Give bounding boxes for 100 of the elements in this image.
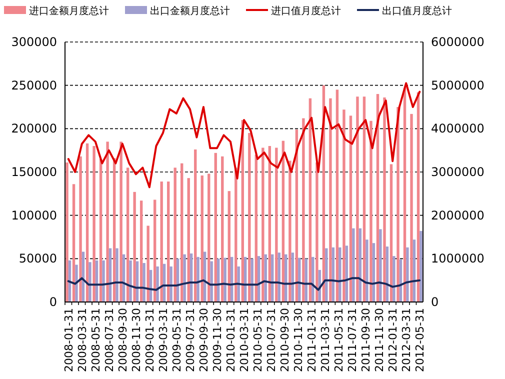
bar (336, 90, 339, 302)
x-tick-label: 2011-09-30 (360, 308, 373, 372)
y-tick-label: 0 (49, 295, 57, 309)
bar (66, 162, 68, 302)
bar (72, 184, 76, 302)
bar (210, 261, 213, 302)
x-tick-label: 2011-11-30 (373, 308, 386, 372)
bar (349, 116, 352, 302)
y-tick-label: 200000 (11, 122, 57, 136)
bar (79, 156, 82, 302)
x-tick-label: 2010-03-31 (238, 308, 251, 372)
bar (160, 182, 163, 302)
bar (102, 260, 105, 302)
x-tick-label: 2010-05-31 (252, 308, 265, 372)
bar (153, 200, 156, 302)
x-tick-label: 2008-05-31 (89, 308, 102, 372)
y-tick-label: 300000 (11, 35, 57, 49)
x-tick-label: 2010-11-30 (292, 308, 306, 372)
bar (325, 248, 328, 302)
x-tick-label: 2012-01-31 (386, 308, 400, 372)
bar (288, 160, 292, 302)
bar (86, 143, 89, 302)
x-tick-label: 2009-01-31 (143, 308, 156, 372)
y2-tick-label: 0 (431, 295, 439, 309)
y2-tick-label: 1000000 (431, 252, 484, 266)
x-tick-label: 2012-03-31 (400, 308, 414, 372)
x-tick-label: 2008-09-30 (116, 308, 130, 372)
legend-label: 进口值月度总计 (271, 5, 341, 17)
bar (406, 247, 409, 302)
bar (248, 133, 251, 302)
legend-label: 进口金额月度总计 (29, 5, 109, 17)
bar (302, 118, 305, 302)
x-tick-label: 2011-01-31 (306, 308, 319, 372)
y-tick-label: 150000 (11, 165, 57, 179)
bar (180, 163, 184, 302)
y2-tick-label: 2000000 (431, 208, 484, 222)
bar (133, 192, 136, 302)
x-tick-label: 2009-09-30 (197, 308, 210, 372)
bar (338, 247, 342, 302)
x-tick-label: 2008-01-31 (62, 308, 76, 372)
x-tick-label: 2009-03-31 (156, 308, 170, 372)
bar (156, 266, 159, 302)
x-tick-label: 2011-03-31 (319, 308, 332, 372)
bar (228, 191, 230, 302)
bar (221, 156, 224, 302)
bar (366, 240, 368, 302)
bar (214, 152, 217, 302)
bar (187, 178, 190, 302)
bar (194, 149, 197, 302)
bar (316, 162, 318, 302)
y2-tick-label: 3000000 (431, 165, 484, 179)
bar (342, 110, 346, 302)
y-tick-label: 50000 (18, 252, 57, 266)
bar (146, 226, 150, 302)
x-tick-label: 2008-07-31 (102, 308, 116, 372)
x-tick-label: 2009-05-31 (170, 308, 184, 372)
x-tick-label: 2010-01-31 (224, 308, 238, 372)
x-tick-label: 2009-11-30 (210, 308, 224, 372)
bar (370, 120, 372, 302)
bar (126, 168, 130, 302)
x-tick-label: 2008-03-31 (76, 308, 89, 372)
x-tick-label: 2010-07-31 (265, 308, 278, 372)
bar (208, 174, 210, 302)
bar (390, 164, 393, 302)
bar (120, 142, 122, 302)
bar (200, 175, 204, 302)
x-tick-label: 2011-05-31 (332, 308, 346, 372)
bar (356, 96, 359, 302)
bar (116, 248, 118, 302)
bar (352, 228, 355, 302)
bar (396, 107, 400, 302)
x-tick-label: 2011-07-31 (346, 308, 360, 372)
x-tick-label: 2012-05-31 (414, 308, 427, 372)
bar (383, 97, 386, 302)
bar (410, 114, 413, 302)
x-tick-label: 2010-09-30 (278, 308, 292, 372)
y-tick-label: 250000 (11, 78, 57, 92)
bar (75, 264, 78, 302)
bar (379, 229, 382, 302)
y2-tick-label: 5000000 (431, 78, 484, 92)
x-tick-label: 2009-07-31 (184, 308, 197, 372)
bar (106, 142, 109, 302)
bar (142, 263, 146, 302)
y2-tick-label: 6000000 (431, 35, 484, 49)
bar (174, 168, 176, 302)
bar (166, 182, 170, 302)
bar (183, 254, 186, 302)
y-tick-label: 100000 (11, 208, 57, 222)
bar (88, 262, 92, 302)
bar (224, 258, 226, 302)
bar (392, 256, 396, 302)
bar (329, 98, 332, 302)
bar (420, 230, 422, 302)
bar (140, 200, 143, 302)
bar (275, 148, 278, 302)
bar (92, 146, 96, 302)
y2-tick-label: 4000000 (431, 122, 484, 136)
bar (362, 96, 366, 302)
x-tick-label: 2008-11-30 (130, 308, 143, 372)
bar (196, 256, 200, 302)
